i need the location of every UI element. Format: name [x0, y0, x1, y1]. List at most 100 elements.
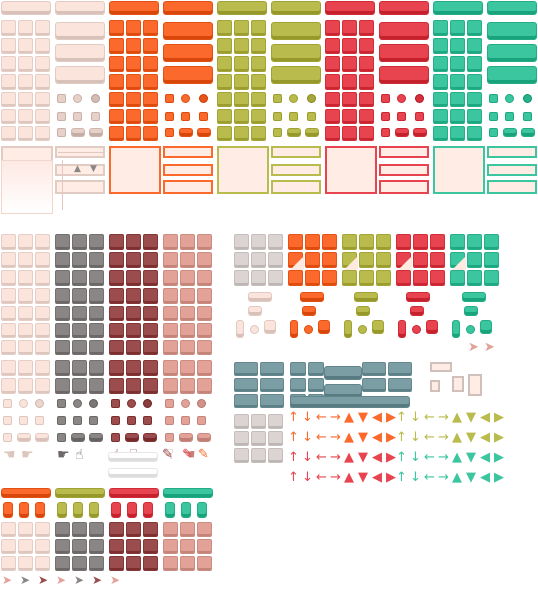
white-bottom-grid-tile: [1, 556, 16, 571]
grey-left-grid-b-tile: [72, 340, 87, 355]
arrow-glyph-icon: ▶: [386, 470, 396, 485]
teal-grid-second-tile: [450, 109, 465, 124]
salmon-bottom-grid-tile: [180, 556, 195, 571]
red-grid-second-tile: [342, 109, 357, 124]
salmon-left-grid-b-tile: [180, 306, 195, 321]
white-circle-icon: [73, 94, 82, 103]
olive-badge-icon: [307, 112, 316, 121]
arrow-glyph-icon: ↓: [302, 430, 313, 445]
salmon-left-grid-a-tile: [163, 270, 178, 286]
white-grid-main-tile: [1, 74, 16, 90]
white-hand-cursor-icon-b: ☛: [21, 447, 34, 463]
pencil-icon: ✎: [182, 447, 193, 462]
brown-left-grid-c-tile: [109, 360, 124, 376]
white-arrow-tab-icon: [89, 128, 103, 137]
arrow-glyph-icon: ▼: [358, 470, 368, 485]
olive-grid-second: [217, 92, 266, 141]
white-grid-main-tile: [1, 20, 16, 36]
salmon-left-grid-c-tile: [163, 360, 178, 376]
white-grid-main: [1, 20, 50, 90]
grey-left-grid-b-tile: [72, 323, 87, 338]
pencil-icon: ✎: [162, 447, 173, 462]
olive-panel-outline: [217, 146, 269, 194]
salmon-bottom-grid-tile: [197, 522, 212, 537]
small-button: [464, 306, 478, 316]
lightgrey-right-grid-tile: [251, 234, 266, 250]
teal-panel-outline: [433, 146, 485, 194]
grey-bottom-grid-tile: [55, 522, 70, 537]
orange-grid-second-tile: [143, 92, 158, 107]
up-triangle-icon: ▲: [74, 164, 81, 174]
grey-bottom-grid-tile: [89, 556, 104, 571]
grey-bottom-grid-tile: [89, 539, 104, 554]
red-grid-main-tile: [359, 74, 374, 90]
square-knob: [426, 320, 438, 334]
orange-right-grid-tile: [288, 270, 303, 286]
arrow-glyph-icon: ◀: [480, 430, 490, 445]
teal-right-grid-tile: [484, 234, 499, 250]
teal-grid-main-tile: [450, 74, 465, 90]
pencil-icon: ✎: [198, 447, 209, 462]
olive-right-grid-tile: [376, 270, 391, 286]
slate-octagon-grid-tile: [308, 362, 324, 376]
orange-right-grid-tile: [305, 270, 320, 286]
orange-grid-main-tile: [126, 38, 141, 54]
arrow-glyph-icon: ←: [424, 430, 435, 445]
white-radio-icon: [91, 94, 100, 103]
olive-grid-main-tile: [217, 74, 232, 90]
red-right-grid-tile: [430, 252, 445, 268]
arrow-glyph-icon: ▶: [386, 430, 396, 445]
orange-grid-second-tile: [109, 109, 124, 124]
tall-pill: [290, 320, 298, 338]
brown-left-grid-a-tile: [109, 270, 124, 286]
teal-grid-main-tile: [467, 74, 482, 90]
red-panel-outline: [325, 146, 377, 194]
arrow-glyph-icon: ←: [316, 430, 327, 445]
red-grid-main-tile: [325, 38, 340, 54]
salmon-bottom-grid-tile: [197, 539, 212, 554]
small-button: [410, 306, 424, 316]
white-left-house-icon: [19, 416, 28, 425]
brown-left-grid-b-tile: [126, 340, 141, 355]
orange-right-grid-tile: [288, 234, 303, 250]
grey-left-grid-b-tile: [89, 340, 104, 355]
lightgrey-grid-tile: [268, 448, 283, 463]
tall-pill: [398, 320, 406, 338]
salmon-bottom-grid-tile: [163, 556, 178, 571]
brown-left-grid-b-tile: [109, 323, 124, 338]
white-bottom-grid-tile: [35, 522, 50, 537]
teal-badge-icon: [523, 112, 532, 121]
olive-grid-second-tile: [234, 126, 249, 141]
brown-left-grid-c-tile: [126, 360, 141, 376]
arrow-glyph-icon: ↓: [302, 470, 313, 485]
orange-check-icon: [165, 128, 174, 137]
grey-bottom-grid-tile: [55, 539, 70, 554]
olive-grid-main-tile: [251, 20, 266, 36]
lightgrey-grid-tile: [251, 448, 266, 463]
orange-panel-outline: [109, 146, 161, 194]
teal-grid-main-tile: [450, 56, 465, 72]
white-outline-c: [468, 374, 482, 396]
olive-bar-e: [271, 66, 321, 84]
brown-left-house-icon: [127, 416, 136, 425]
white-grid-main-tile: [1, 56, 16, 72]
orange-triangle-tile: [290, 256, 304, 270]
teal-grid-second-tile: [450, 126, 465, 141]
red-bar-d: [379, 44, 429, 62]
orange-badge-icon: [199, 112, 208, 121]
orange-frame-outline-b: [163, 164, 213, 176]
teal-grid-main-tile: [450, 20, 465, 36]
red-right-grid-tile: [430, 234, 445, 250]
grey-left-grid-b-tile: [72, 306, 87, 321]
brown-left-grid-b-tile: [109, 306, 124, 321]
red-grid-main: [325, 20, 374, 90]
arrow-glyph-icon: ▼: [358, 430, 368, 445]
arrow-glyph-icon: ◀: [372, 450, 382, 465]
red-circle-icon: [397, 94, 406, 103]
red-bar-a: [325, 1, 375, 15]
salmon-left-grid-a-tile: [197, 270, 212, 286]
slate-grid-tile: [234, 378, 258, 392]
white-tab-icon: [71, 128, 85, 137]
red-grid-main-tile: [325, 56, 340, 72]
white-grid-second-tile: [18, 92, 33, 107]
